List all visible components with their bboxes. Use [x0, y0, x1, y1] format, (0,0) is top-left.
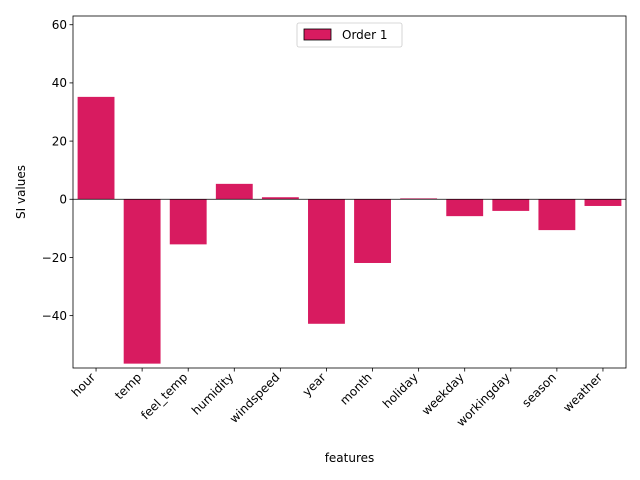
bar-season	[538, 199, 576, 231]
x-axis-label: features	[325, 451, 375, 465]
y-tick-label: 60	[52, 18, 67, 32]
x-tick-label: feel_temp	[138, 370, 190, 422]
x-tick-label: temp	[112, 370, 144, 402]
bars-group	[77, 96, 622, 364]
y-tick-label: −40	[42, 309, 67, 323]
bar-temp	[123, 199, 161, 364]
y-tick-label: 20	[52, 134, 67, 148]
bar-weekday	[446, 199, 484, 217]
x-tick-label: month	[337, 370, 374, 407]
y-tick-label: −20	[42, 251, 67, 265]
x-tick-label: season	[519, 370, 559, 410]
bar-hour	[77, 96, 115, 200]
x-tick-label: weather	[560, 370, 605, 415]
bar-year	[308, 199, 345, 324]
x-tick-label: weekday	[419, 370, 467, 418]
legend: Order 1	[296, 22, 403, 48]
bar-windspeed	[261, 197, 299, 200]
legend-swatch	[303, 28, 332, 41]
x-tick-label: hour	[69, 370, 98, 399]
x-tick-label: windspeed	[227, 370, 283, 426]
bar-holiday	[400, 198, 438, 200]
x-tick-label: humidity	[189, 370, 236, 417]
bar-weather	[584, 199, 622, 206]
bar-feel_temp	[169, 199, 207, 245]
bar-month	[354, 199, 391, 263]
y-tick-label: 0	[59, 193, 67, 207]
bar-humidity	[215, 183, 253, 200]
plot-frame	[72, 15, 627, 369]
x-tick-label: holiday	[380, 370, 421, 411]
y-axis: −40 −20 0 20 40 60	[42, 18, 73, 323]
bar-workingday	[492, 199, 530, 211]
y-tick-label: 40	[52, 76, 67, 90]
y-axis-label: SI values	[14, 165, 28, 219]
legend-label: Order 1	[342, 28, 388, 42]
x-tick-label: year	[300, 370, 329, 399]
